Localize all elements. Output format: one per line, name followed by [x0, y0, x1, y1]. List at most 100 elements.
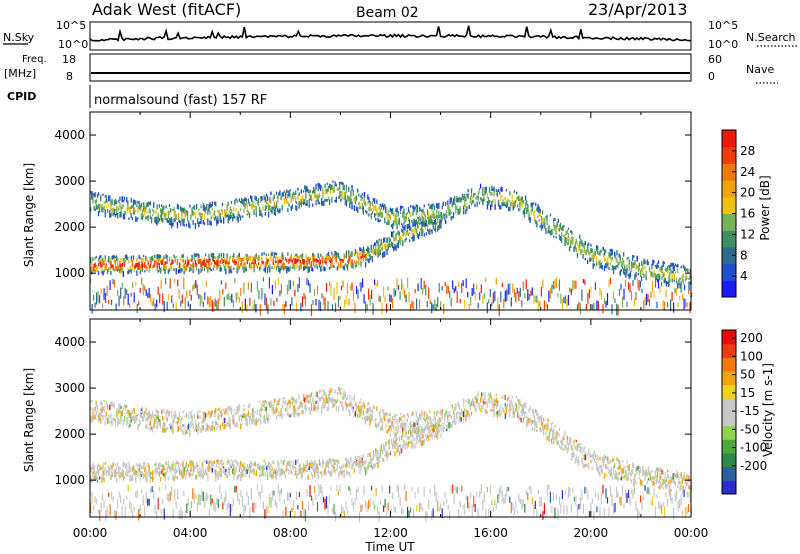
data-cell: [117, 408, 119, 414]
data-cell: [612, 268, 615, 274]
data-cell: [309, 257, 311, 261]
data-cell: [310, 405, 313, 411]
data-cell: [359, 201, 361, 206]
data-cell: [259, 207, 261, 212]
data-cell: [113, 210, 115, 215]
data-cell: [325, 396, 327, 403]
clutter-cell: [536, 295, 538, 303]
data-cell: [250, 415, 252, 420]
data-cell: [90, 191, 92, 194]
clutter-cell: [271, 284, 273, 295]
data-cell: [278, 262, 280, 265]
data-cell: [247, 198, 250, 204]
data-cell: [289, 192, 291, 198]
data-cell: [672, 268, 674, 274]
data-cell: [305, 266, 307, 269]
data-cell: [194, 426, 197, 430]
data-cell: [388, 425, 390, 432]
data-cell: [208, 462, 210, 467]
data-cell: [223, 264, 225, 267]
data-cell: [171, 414, 173, 419]
data-cell: [218, 471, 220, 478]
clutter-cell: [483, 293, 485, 299]
data-cell: [436, 431, 438, 436]
data-cell: [420, 208, 422, 212]
data-cell: [555, 224, 557, 229]
data-cell: [225, 264, 227, 269]
clutter-cell: [208, 297, 210, 308]
data-cell: [408, 423, 411, 426]
data-cell: [466, 409, 468, 416]
data-cell: [537, 204, 539, 210]
data-cell: [304, 266, 306, 271]
data-cell: [438, 211, 440, 215]
data-cell: [212, 464, 215, 467]
data-cell: [667, 281, 669, 285]
data-cell: [264, 205, 266, 209]
data-cell: [120, 405, 122, 409]
data-cell: [171, 411, 173, 415]
data-cell: [168, 203, 171, 207]
data-cell: [261, 196, 263, 202]
data-cell: [268, 211, 270, 218]
data-cell: [294, 473, 296, 476]
clutter-cell: [129, 303, 131, 308]
data-cell: [289, 259, 291, 262]
data-cell: [288, 414, 290, 418]
data-cell: [643, 273, 645, 278]
data-cell: [252, 204, 254, 208]
data-cell: [483, 398, 485, 402]
data-cell: [143, 214, 145, 218]
data-cell: [459, 413, 461, 419]
data-cell: [325, 254, 327, 259]
data-cell: [278, 468, 280, 472]
data-cell: [155, 220, 157, 225]
data-cell: [330, 470, 332, 475]
data-cell: [310, 392, 313, 397]
data-cell: [131, 263, 133, 267]
data-cell: [367, 453, 369, 458]
data-cell: [474, 193, 476, 196]
data-cell: [383, 237, 385, 243]
data-cell: [122, 470, 124, 476]
data-cell: [348, 458, 350, 464]
data-cell: [511, 194, 513, 200]
data-cell: [247, 211, 250, 215]
data-cell: [256, 265, 259, 269]
data-cell: [272, 460, 274, 464]
data-cell: [352, 192, 354, 197]
data-cell: [279, 190, 281, 196]
data-cell: [522, 200, 524, 204]
data-cell: [295, 205, 297, 211]
data-cell: [371, 200, 373, 207]
freq-label-top: Freq.: [22, 54, 47, 65]
data-cell: [443, 416, 446, 422]
data-cell: [411, 423, 413, 428]
clutter-cell: [414, 289, 416, 294]
clutter-cell: [477, 302, 479, 309]
data-cell: [548, 225, 550, 230]
data-cell: [288, 203, 290, 207]
data-cell: [639, 269, 642, 276]
data-cell: [365, 469, 367, 476]
data-cell: [576, 252, 579, 258]
clutter-cell: [671, 292, 673, 301]
data-cell: [243, 265, 245, 272]
data-cell: [136, 205, 138, 208]
data-cell: [352, 190, 354, 195]
data-cell: [365, 461, 367, 464]
data-cell: [421, 411, 423, 416]
data-cell: [217, 470, 219, 475]
clutter-cell: [605, 300, 607, 308]
data-cell: [300, 467, 302, 471]
data-cell: [354, 261, 357, 268]
data-cell: [164, 471, 166, 478]
data-cell: [375, 217, 377, 221]
clutter-cell: [519, 287, 521, 297]
data-cell: [534, 210, 536, 214]
data-cell: [220, 267, 222, 272]
data-cell: [236, 255, 238, 260]
data-cell: [166, 409, 168, 415]
data-cell: [233, 471, 235, 477]
clutter-cell: [411, 300, 413, 309]
